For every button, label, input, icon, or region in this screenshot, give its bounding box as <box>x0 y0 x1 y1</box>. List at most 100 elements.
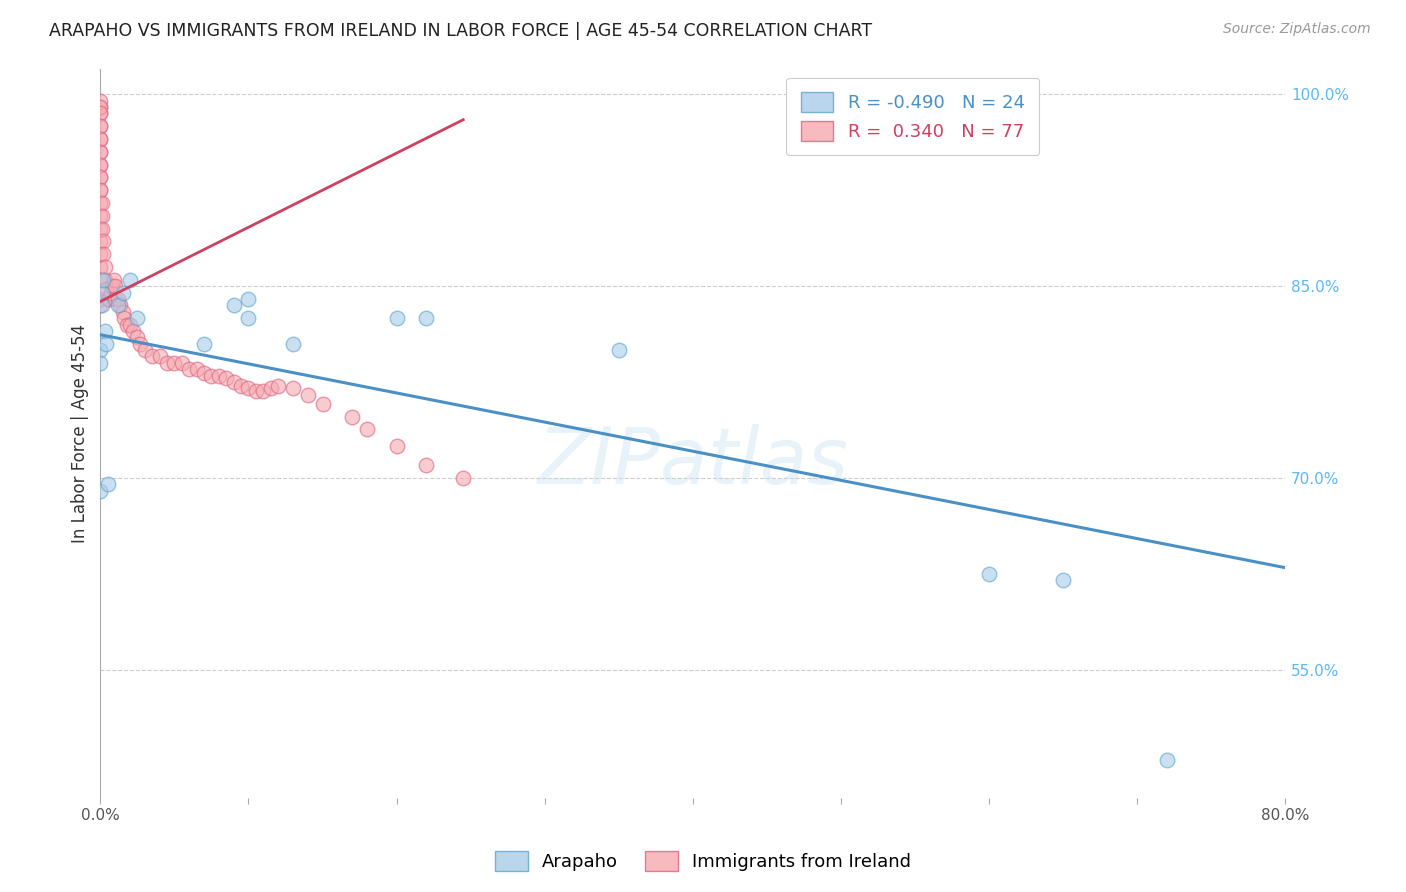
Point <box>281 382 304 396</box>
Point <box>89 183 111 197</box>
Point <box>127 330 149 344</box>
Point <box>149 350 172 364</box>
Legend: R = -0.490   N = 24, R =  0.340   N = 77: R = -0.490 N = 24, R = 0.340 N = 77 <box>786 78 1039 155</box>
Point <box>1156 753 1178 767</box>
Point <box>90 209 112 223</box>
Point <box>415 311 437 326</box>
Point <box>89 183 111 197</box>
Point <box>89 145 111 159</box>
Text: ARAPAHO VS IMMIGRANTS FROM IRELAND IN LABOR FORCE | AGE 45-54 CORRELATION CHART: ARAPAHO VS IMMIGRANTS FROM IRELAND IN LA… <box>49 22 872 40</box>
Text: ZIPatlas: ZIPatlas <box>537 425 848 500</box>
Point <box>94 260 117 274</box>
Point <box>89 195 111 210</box>
Point <box>98 292 121 306</box>
Point <box>89 119 111 133</box>
Point <box>94 273 117 287</box>
Point <box>96 336 118 351</box>
Point <box>238 382 260 396</box>
Point <box>89 170 111 185</box>
Point <box>89 106 111 120</box>
Point <box>91 273 114 287</box>
Point <box>89 157 111 171</box>
Point <box>222 298 245 312</box>
Point <box>118 318 141 332</box>
Point <box>103 273 125 287</box>
Point <box>89 106 111 120</box>
Point <box>281 336 304 351</box>
Y-axis label: In Labor Force | Age 45-54: In Labor Force | Age 45-54 <box>72 324 89 543</box>
Point <box>101 279 124 293</box>
Point <box>415 458 437 473</box>
Point <box>111 304 134 318</box>
Point <box>260 382 283 396</box>
Point <box>385 311 408 326</box>
Point <box>107 292 129 306</box>
Point <box>90 221 112 235</box>
Point <box>89 247 111 261</box>
Point <box>186 362 208 376</box>
Point <box>156 356 179 370</box>
Point <box>340 409 363 424</box>
Point <box>104 292 127 306</box>
Point <box>89 157 111 171</box>
Point <box>90 195 112 210</box>
Point <box>179 362 201 376</box>
Point <box>94 324 117 338</box>
Point <box>141 350 163 364</box>
Point <box>163 356 186 370</box>
Point <box>104 279 127 293</box>
Point <box>111 285 134 300</box>
Point <box>89 260 111 274</box>
Point <box>208 368 231 383</box>
Point <box>193 366 215 380</box>
Point <box>311 397 333 411</box>
Point <box>89 209 111 223</box>
Point <box>89 298 111 312</box>
Point <box>356 422 378 436</box>
Point <box>170 356 193 370</box>
Point <box>89 221 111 235</box>
Point <box>193 336 215 351</box>
Point <box>89 132 111 146</box>
Point <box>89 145 111 159</box>
Point <box>238 292 260 306</box>
Point <box>97 477 120 491</box>
Point <box>89 170 111 185</box>
Point <box>97 292 120 306</box>
Point <box>385 439 408 453</box>
Point <box>127 311 149 326</box>
Point <box>91 235 114 249</box>
Point <box>89 343 111 357</box>
Point <box>91 247 114 261</box>
Text: Source: ZipAtlas.com: Source: ZipAtlas.com <box>1223 22 1371 37</box>
Point <box>245 384 267 398</box>
Point <box>297 388 319 402</box>
Point <box>267 379 290 393</box>
Point <box>89 235 111 249</box>
Point <box>89 292 111 306</box>
Point <box>200 368 222 383</box>
Point <box>89 100 111 114</box>
Point <box>90 285 112 300</box>
Point <box>229 379 252 393</box>
Point <box>451 471 474 485</box>
Point <box>977 567 1000 582</box>
Point <box>215 371 238 385</box>
Point <box>115 318 138 332</box>
Point <box>107 298 129 312</box>
Point <box>118 273 141 287</box>
Point <box>134 343 156 357</box>
Point <box>222 375 245 389</box>
Point <box>89 483 111 498</box>
Point <box>89 119 111 133</box>
Point <box>607 343 630 357</box>
Point <box>238 311 260 326</box>
Point <box>89 132 111 146</box>
Point <box>100 285 122 300</box>
Point <box>112 311 135 326</box>
Point <box>89 273 111 287</box>
Point <box>89 100 111 114</box>
Point <box>129 336 152 351</box>
Point <box>252 384 274 398</box>
Point <box>1052 574 1074 588</box>
